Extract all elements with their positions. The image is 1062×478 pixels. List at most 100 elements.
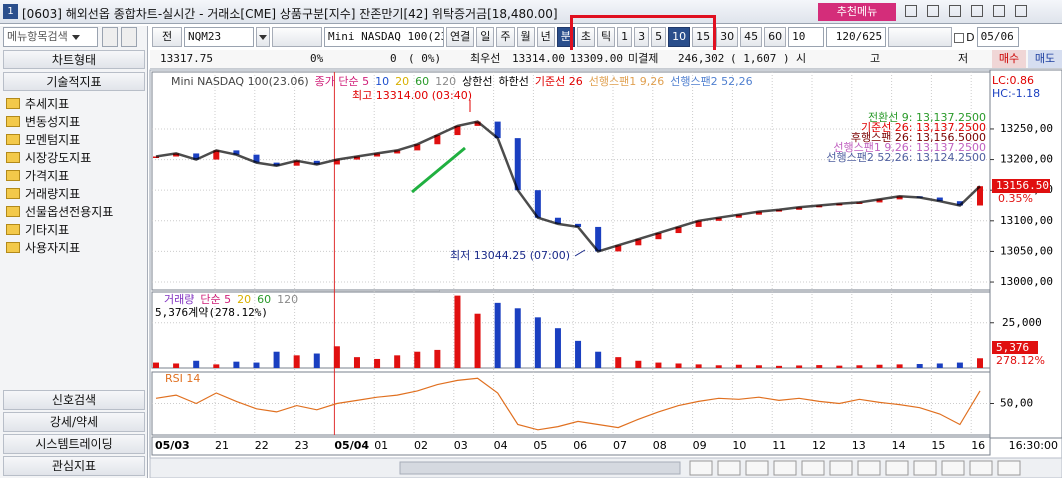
legend-item: 단순 5	[200, 293, 231, 306]
indicator-value: 기준선 26: 13,137.2500	[861, 121, 986, 134]
sidebar-button[interactable]: 관심지표	[3, 456, 145, 476]
window-title: [0603] 해외선옵 종합차트-실시간 - 거래소[CME] 상품구분[지수]…	[22, 7, 558, 21]
candle	[193, 153, 200, 160]
code: NQM23	[188, 30, 222, 43]
volume-bar	[153, 362, 159, 368]
volume-bar	[916, 364, 923, 368]
sidebar-tab[interactable]: 기술적지표	[3, 72, 145, 91]
folder-item[interactable]: 거래량지표	[0, 184, 146, 202]
folder-item[interactable]: 모멘텀지표	[0, 130, 146, 148]
date: 05/06	[980, 30, 1014, 43]
up-button[interactable]	[121, 27, 137, 47]
last-volume-box	[992, 341, 1038, 354]
interval-button[interactable]: 45	[740, 27, 763, 47]
volume-bar	[735, 364, 742, 368]
volume-bar	[635, 360, 642, 368]
sidebar-button[interactable]: 강세/약세	[3, 412, 145, 432]
period-button[interactable]: 월	[516, 27, 535, 47]
oi: 246,302	[678, 52, 725, 65]
folder-item[interactable]: 시장강도지표	[0, 148, 146, 166]
date-field[interactable]: 05/06	[976, 27, 1019, 47]
sidebar-tab[interactable]: 차트형태	[3, 50, 145, 69]
interval-button[interactable]: 3	[634, 27, 650, 47]
candle	[534, 190, 541, 218]
scroll-control	[801, 460, 825, 476]
volume-bar	[554, 328, 561, 368]
x-tick-label: 11	[772, 439, 786, 452]
count-field[interactable]: 10	[788, 27, 825, 47]
lc-label: LC:0.86	[992, 74, 1034, 87]
folder-item[interactable]: 사용자지표	[0, 238, 146, 256]
scroll-control	[745, 460, 769, 476]
folder-label: 거래량지표	[25, 186, 81, 201]
code-field[interactable]: NQM23	[184, 27, 254, 47]
axis-area	[989, 69, 1062, 439]
candle	[414, 144, 421, 151]
buy-button[interactable]: 매수	[992, 50, 1026, 68]
scroll-control	[773, 460, 797, 476]
interval-button[interactable]: 60	[764, 27, 787, 47]
down-button[interactable]	[102, 27, 118, 47]
legend-item: 120	[277, 293, 298, 306]
folder-label: 변동성지표	[25, 114, 81, 129]
legend-item: 하한선	[499, 74, 529, 88]
volume-bar	[715, 365, 722, 368]
volume-bar	[755, 365, 762, 368]
x-tick-label: 03	[454, 439, 468, 452]
sidebar-button[interactable]: 신호검색	[3, 390, 145, 410]
y-tick-label: 50,00	[1000, 397, 1033, 410]
range-field[interactable]: 120/625	[826, 27, 887, 47]
indicator-value: 후행스팬 26: 13,156.5000	[851, 131, 986, 144]
candle	[374, 153, 381, 157]
scroll-control	[941, 460, 965, 476]
candle	[293, 160, 300, 166]
sidebar-button[interactable]: 시스템트레이딩	[3, 434, 145, 454]
volume-bar	[213, 364, 220, 368]
period-button[interactable]: 년	[536, 27, 555, 47]
interval-button[interactable]: 5	[651, 27, 667, 47]
tools[interactable]	[272, 27, 322, 47]
last-volume: 5,376	[996, 341, 1029, 354]
panel	[151, 71, 991, 291]
interval-button[interactable]: 30	[716, 27, 739, 47]
high-note: 최고 13314.00 (03:40)	[352, 89, 472, 102]
x-tick-label: 02	[414, 439, 428, 452]
volume-bar	[474, 313, 481, 368]
recommend-menu[interactable]: 추천메뉴	[818, 3, 896, 21]
interval-button[interactable]: 10	[668, 27, 691, 47]
volume-bar	[434, 349, 441, 368]
x-tick-label: 23	[295, 439, 309, 452]
folder-label: 모멘텀지표	[25, 132, 81, 147]
x-axis	[151, 436, 991, 456]
low-note: 최저 13044.25 (07:00)	[450, 249, 570, 262]
period-button[interactable]: 연결	[446, 27, 475, 47]
candle	[514, 138, 521, 191]
period-button[interactable]: 일	[476, 27, 495, 47]
candle	[333, 159, 340, 165]
scroll-control	[857, 460, 881, 476]
unit-button[interactable]: 초	[576, 27, 595, 47]
name-field: Mini NASDAQ 100(23.0	[324, 27, 444, 47]
scroll-control	[689, 460, 713, 476]
unit-button[interactable]: 틱	[597, 27, 616, 47]
menu-search[interactable]: 메뉴항목검색	[3, 27, 98, 47]
folder-item[interactable]: 선물옵션전용지표	[0, 202, 146, 220]
sell-button[interactable]: 매도	[1028, 50, 1062, 68]
folder-item[interactable]: 변동성지표	[0, 112, 146, 130]
candle	[575, 223, 582, 227]
interval-button[interactable]: 1	[617, 27, 633, 47]
chart-tools[interactable]	[888, 27, 953, 47]
candle	[655, 233, 662, 240]
candle	[273, 162, 280, 166]
candle	[735, 214, 742, 218]
code-dropdown[interactable]	[256, 27, 270, 47]
check-d[interactable]: D	[954, 31, 975, 44]
all-button[interactable]: 전	[152, 27, 182, 47]
folder-item[interactable]: 추세지표	[0, 94, 146, 112]
legend-item: 기준선 26	[535, 75, 583, 88]
period-button[interactable]: 주	[496, 27, 515, 47]
folder-item[interactable]: 가격지표	[0, 166, 146, 184]
price-legend: Mini NASDAQ 100(23.06) 종가 단순 5 10 20 60 120 상한…	[171, 74, 753, 88]
quote-bar: 13317.75 0% 0 ( 0%) 최우선 13314.00 13309.0…	[150, 50, 1062, 69]
folder-item[interactable]: 기타지표	[0, 220, 146, 238]
